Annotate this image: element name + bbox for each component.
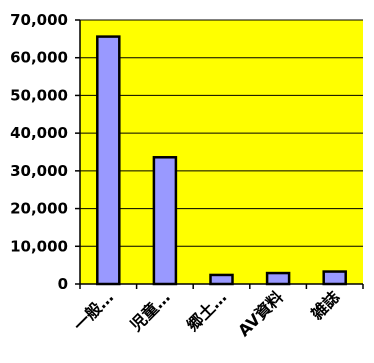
y-tick-label: 60,000 [10, 49, 68, 67]
x-tick-label: 雑誌 [307, 287, 344, 324]
y-tick-label: 70,000 [10, 11, 68, 29]
x-tick-label: 児童… [126, 287, 174, 335]
y-tick-label: 50,000 [10, 86, 68, 104]
gridlines [80, 19, 363, 247]
x-tick-label: AV資料 [234, 287, 287, 340]
y-tick-label: 40,000 [10, 124, 68, 142]
bar [265, 271, 291, 286]
y-tick-label: 10,000 [10, 237, 68, 255]
bar [96, 35, 121, 286]
x-tick-label: 郷土… [183, 287, 230, 334]
bar [152, 156, 178, 286]
axes [75, 19, 364, 289]
plot-area [80, 20, 363, 284]
x-tick-labels: 一般… 児童… 郷土… AV資料 雑誌 [70, 287, 344, 340]
x-tick-label: 一般… [70, 287, 117, 334]
y-tick-labels: 0 10,000 20,000 30,000 40,000 50,000 60,000 70,… [10, 11, 68, 293]
y-tick-label: 20,000 [10, 200, 68, 218]
bar [209, 273, 234, 286]
bar [322, 270, 347, 286]
y-tick-label: 0 [58, 275, 68, 293]
y-tick-label: 30,000 [10, 162, 68, 180]
